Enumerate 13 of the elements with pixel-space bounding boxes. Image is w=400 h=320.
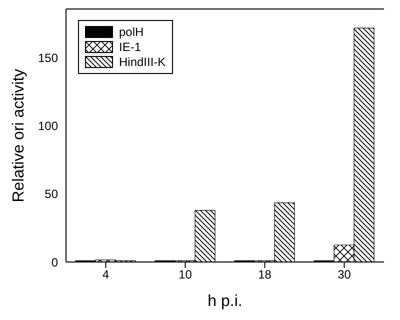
x-tick-label: 18 <box>258 268 272 282</box>
y-tick-label: 0 <box>51 255 58 270</box>
legend-label: HindIII-K <box>118 55 166 69</box>
x-axis-title: h p.i. <box>208 293 242 310</box>
x-tick-label: 10 <box>178 268 192 282</box>
y-tick-label: 100 <box>38 119 58 134</box>
y-tick-label: 50 <box>44 187 58 202</box>
legend-label: polH <box>118 25 145 39</box>
legend-label: IE-1 <box>118 40 142 54</box>
y-tick-label: 150 <box>38 51 58 66</box>
x-tick-label: 30 <box>338 268 352 282</box>
y-axis-title: Relative ori activity <box>10 68 28 202</box>
x-tick-label: 4 <box>102 268 110 282</box>
